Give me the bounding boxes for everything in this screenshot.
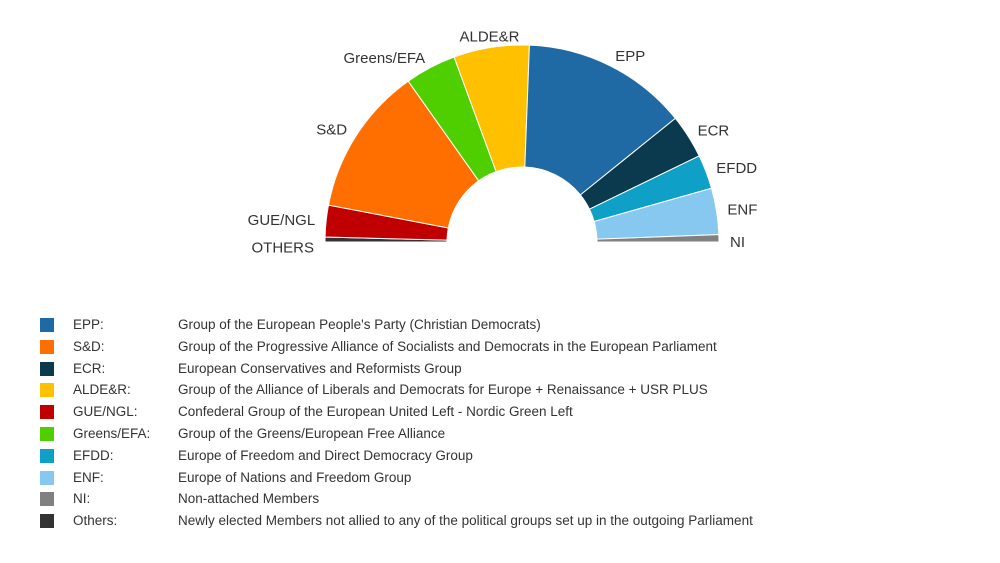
chart-segments [324, 44, 720, 243]
legend-abbr: EPP: [73, 317, 104, 332]
parliament-chart: OTHERS GUE/NGL S&D Greens/EFA ALDE&R EPP ECR EF… [248, 29, 758, 257]
segment-ni [596, 234, 720, 243]
legend-swatch [40, 383, 54, 398]
legend-description: Group of the Greens/European Free Allian… [178, 425, 446, 441]
legend-description: Europe of Freedom and Direct Democracy G… [178, 447, 473, 463]
legend-abbr: ENF: [73, 469, 104, 485]
label-s-d: S&D [316, 121, 347, 138]
legend-abbr: Greens/EFA: [73, 425, 151, 441]
legend-abbr: GUE/NGL: [73, 404, 138, 420]
legend-swatch [40, 470, 54, 485]
legend-swatch [40, 448, 54, 463]
label-ni: NI [730, 234, 745, 251]
legend-description: European Conservatives and Reformists Gr… [178, 360, 462, 376]
label-enf: ENF [727, 202, 757, 219]
legend-swatch [40, 339, 54, 354]
legend-abbr: S&D: [73, 338, 105, 354]
legend-swatch [40, 318, 54, 332]
legend-description: Group of the European People's Party (Ch… [178, 317, 541, 332]
legend-swatch [40, 426, 54, 441]
label-others: OTHERS [251, 239, 314, 256]
legend-abbr: EFDD: [73, 447, 114, 463]
legend-abbr: ALDE&R: [73, 382, 131, 398]
legend-swatch [40, 361, 54, 376]
label-alde-r: ALDE&R [459, 29, 519, 46]
legend-description: Newly elected Members not allied to any … [178, 513, 753, 529]
legend-description: Group of the Progressive Alliance of Soc… [178, 338, 717, 354]
label-gue-ngl: GUE/NGL [248, 212, 316, 229]
chart-labels: OTHERS GUE/NGL S&D Greens/EFA ALDE&R EPP ECR EF… [248, 29, 758, 257]
label-ecr: ECR [698, 123, 730, 140]
label-greens-efa: Greens/EFA [343, 50, 425, 67]
legend-description: Europe of Nations and Freedom Group [178, 469, 412, 485]
legend-description: Confederal Group of the European United … [178, 404, 573, 420]
legend-description: Non-attached Members [178, 491, 320, 507]
label-epp: EPP [615, 48, 645, 65]
legend-swatch [40, 405, 54, 420]
legend-swatch [40, 514, 54, 529]
legend-abbr: Others: [73, 513, 118, 529]
legend-swatch [40, 492, 54, 507]
legend-abbr: NI: [73, 491, 91, 507]
legend-abbr: ECR: [73, 360, 106, 376]
segment-s-d [327, 80, 480, 229]
legend-description: Group of the Alliance of Liberals and De… [178, 382, 708, 398]
segment-epp [524, 44, 677, 196]
label-efdd: EFDD [716, 160, 757, 177]
